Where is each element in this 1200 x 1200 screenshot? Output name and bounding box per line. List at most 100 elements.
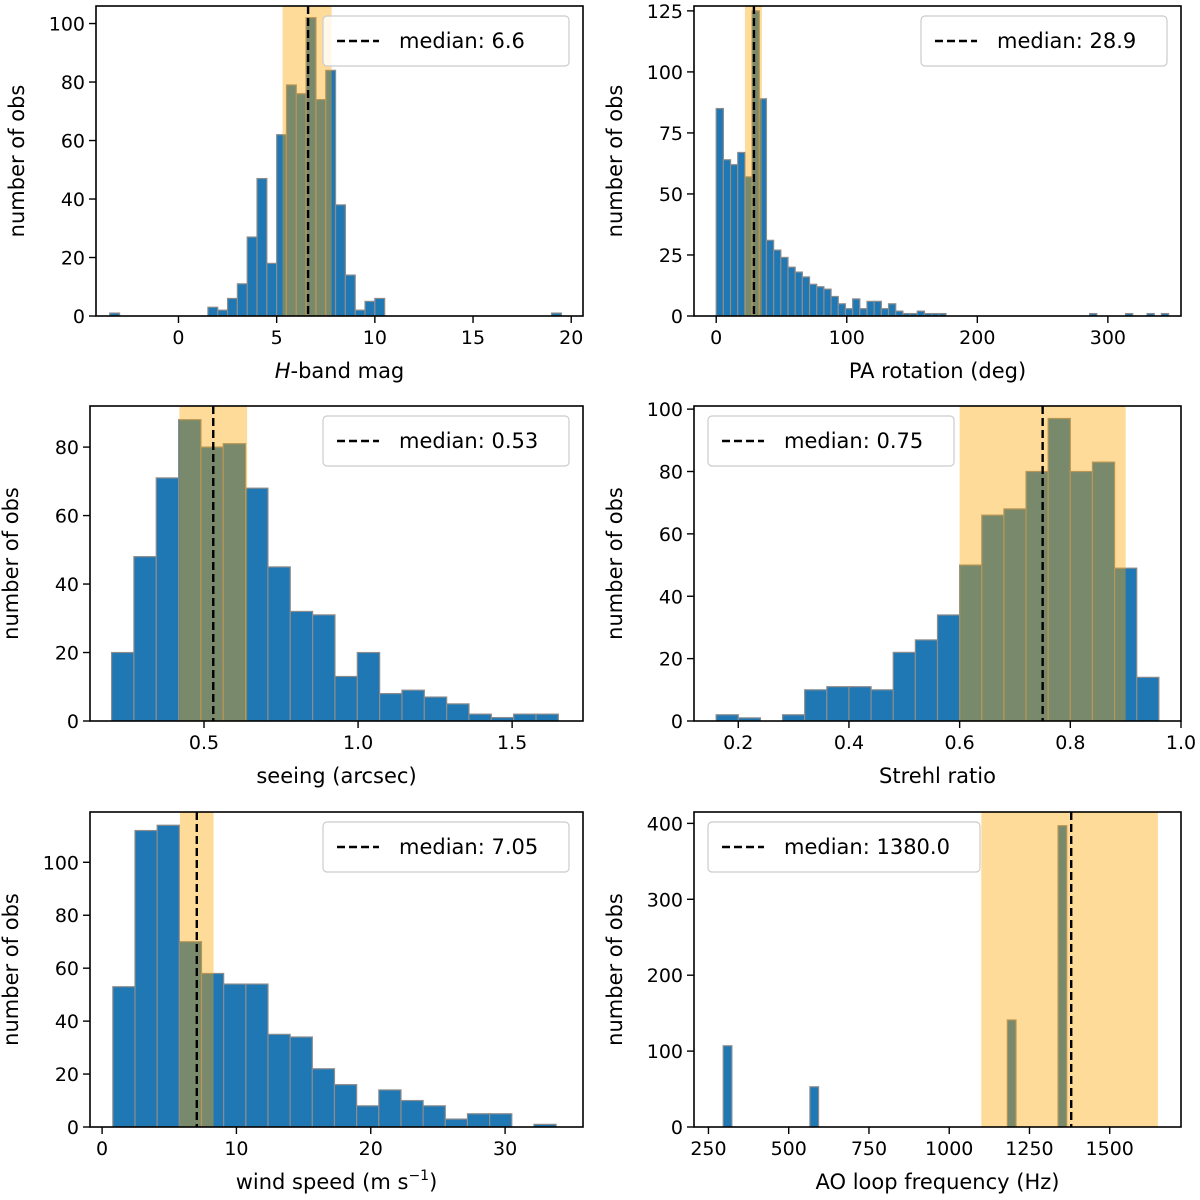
x-tick-label: 20 bbox=[559, 327, 583, 349]
bar bbox=[267, 1033, 291, 1127]
bar bbox=[765, 239, 775, 316]
y-tick-label: 0 bbox=[671, 1117, 683, 1139]
x-tick-label: 0.6 bbox=[945, 732, 975, 754]
interval-band bbox=[744, 6, 762, 316]
y-tick-label: 40 bbox=[55, 574, 79, 596]
axes-frame bbox=[693, 811, 1182, 1128]
legend-box bbox=[707, 415, 955, 467]
y-tick-label: 100 bbox=[43, 852, 79, 874]
bar bbox=[535, 713, 559, 721]
bar bbox=[729, 164, 739, 316]
x-tick-label: 1.0 bbox=[343, 732, 373, 754]
plot-area bbox=[110, 406, 559, 721]
bar bbox=[245, 983, 269, 1127]
bar bbox=[256, 177, 268, 316]
x-axis-label: wind speed (m s−1) bbox=[236, 1168, 438, 1194]
y-tick-label: 200 bbox=[647, 965, 683, 987]
bar bbox=[722, 1045, 733, 1127]
bar bbox=[246, 236, 258, 316]
bar bbox=[110, 651, 135, 721]
y-tick-label: 40 bbox=[55, 1011, 79, 1033]
x-axis-label: H-band mag bbox=[275, 359, 405, 383]
bar bbox=[379, 693, 403, 721]
y-tick-label: 80 bbox=[55, 437, 79, 459]
legend: median: 6.6 bbox=[322, 15, 570, 67]
plot-area bbox=[112, 812, 557, 1127]
x-axis-label: seeing (arcsec) bbox=[256, 764, 416, 788]
legend-box bbox=[322, 415, 570, 467]
bar bbox=[422, 1105, 446, 1127]
legend: median: 0.75 bbox=[707, 415, 955, 467]
y-tick-label: 300 bbox=[647, 889, 683, 911]
x-tick-label: 300 bbox=[1090, 327, 1126, 349]
x-tick-label: 100 bbox=[829, 327, 865, 349]
legend-box bbox=[707, 821, 981, 873]
legend: median: 28.9 bbox=[920, 15, 1168, 67]
x-tick-label: 750 bbox=[851, 1138, 887, 1160]
y-tick-label: 60 bbox=[55, 958, 79, 980]
legend: median: 7.05 bbox=[322, 821, 570, 873]
bar bbox=[715, 714, 739, 721]
bar bbox=[830, 295, 839, 316]
y-tick-label: 20 bbox=[55, 1064, 79, 1086]
bar bbox=[837, 303, 847, 316]
y-axis-label: number of obs bbox=[0, 487, 23, 640]
y-tick-label: 60 bbox=[55, 506, 79, 528]
plot-area bbox=[715, 406, 1160, 721]
y-tick-label: 40 bbox=[61, 189, 85, 211]
bar bbox=[133, 556, 157, 721]
x-tick-label: 10 bbox=[363, 327, 387, 349]
x-tick-label: 20 bbox=[359, 1138, 383, 1160]
bar bbox=[325, 69, 337, 316]
panel-wind: 0 10 20 30 0 20 40 60 80 100 number of obs wind spe… bbox=[0, 811, 584, 1194]
axes-frame bbox=[693, 5, 1182, 317]
x-tick-label: 500 bbox=[771, 1138, 807, 1160]
bar bbox=[400, 1099, 424, 1127]
bar bbox=[866, 300, 875, 316]
x-tick-label: 200 bbox=[959, 327, 995, 349]
bar bbox=[1136, 676, 1160, 721]
y-tick-label: 50 bbox=[659, 184, 683, 206]
legend-label: median: 1380.0 bbox=[784, 835, 950, 859]
bar bbox=[354, 309, 366, 316]
x-tick-label: 0 bbox=[710, 327, 722, 349]
bar bbox=[780, 256, 789, 316]
y-tick-label: 400 bbox=[647, 813, 683, 835]
x-tick-label: 1000 bbox=[925, 1138, 973, 1160]
legend-label: median: 6.6 bbox=[399, 29, 525, 53]
bar bbox=[880, 308, 890, 316]
x-tick-label: 250 bbox=[690, 1138, 726, 1160]
bar bbox=[873, 300, 882, 316]
y-tick-label: 0 bbox=[67, 711, 79, 733]
y-axis-label: number of obs bbox=[5, 85, 29, 238]
y-axis-label: number of obs bbox=[603, 893, 627, 1046]
bar bbox=[236, 283, 248, 316]
bar bbox=[892, 651, 916, 721]
bar bbox=[1113, 567, 1138, 721]
bar bbox=[112, 986, 136, 1127]
bar bbox=[737, 151, 746, 316]
bar bbox=[312, 614, 336, 721]
bar bbox=[334, 204, 346, 316]
y-axis-label: number of obs bbox=[603, 85, 627, 238]
bar bbox=[489, 1113, 513, 1127]
bar bbox=[773, 249, 782, 316]
axes-frame bbox=[693, 405, 1182, 722]
bar bbox=[226, 297, 238, 316]
legend: median: 1380.0 bbox=[707, 821, 981, 873]
legend-label: median: 0.53 bbox=[399, 429, 538, 453]
panel-aoloop: 250 500 750 1000 1250 1500 0 100 200 300 400 number… bbox=[603, 811, 1182, 1194]
bar bbox=[816, 286, 825, 316]
x-tick-label: 1.0 bbox=[1166, 732, 1196, 754]
bar bbox=[801, 276, 811, 316]
x-tick-label: 0.4 bbox=[834, 732, 864, 754]
bar bbox=[870, 689, 894, 721]
y-tick-label: 80 bbox=[659, 462, 683, 484]
bar bbox=[223, 983, 247, 1127]
plot-area bbox=[715, 6, 1170, 316]
x-tick-label: 1250 bbox=[1005, 1138, 1053, 1160]
interval-band bbox=[981, 812, 1158, 1127]
bar bbox=[444, 1118, 469, 1127]
x-tick-label: 15 bbox=[461, 327, 485, 349]
